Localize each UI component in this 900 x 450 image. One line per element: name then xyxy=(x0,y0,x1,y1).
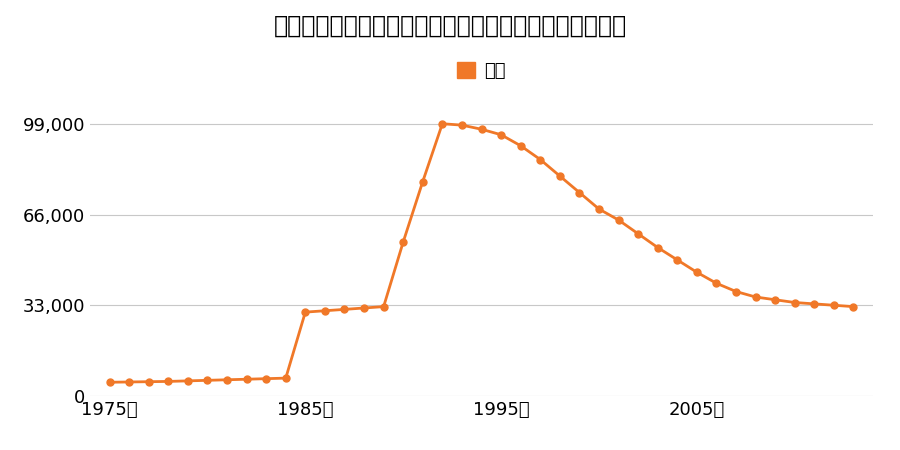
Text: 埼玉県川越市大字鴨田字中居田町５９６番１の地価推移: 埼玉県川越市大字鴨田字中居田町５９６番１の地価推移 xyxy=(274,14,626,37)
Legend: 価格: 価格 xyxy=(450,54,513,87)
